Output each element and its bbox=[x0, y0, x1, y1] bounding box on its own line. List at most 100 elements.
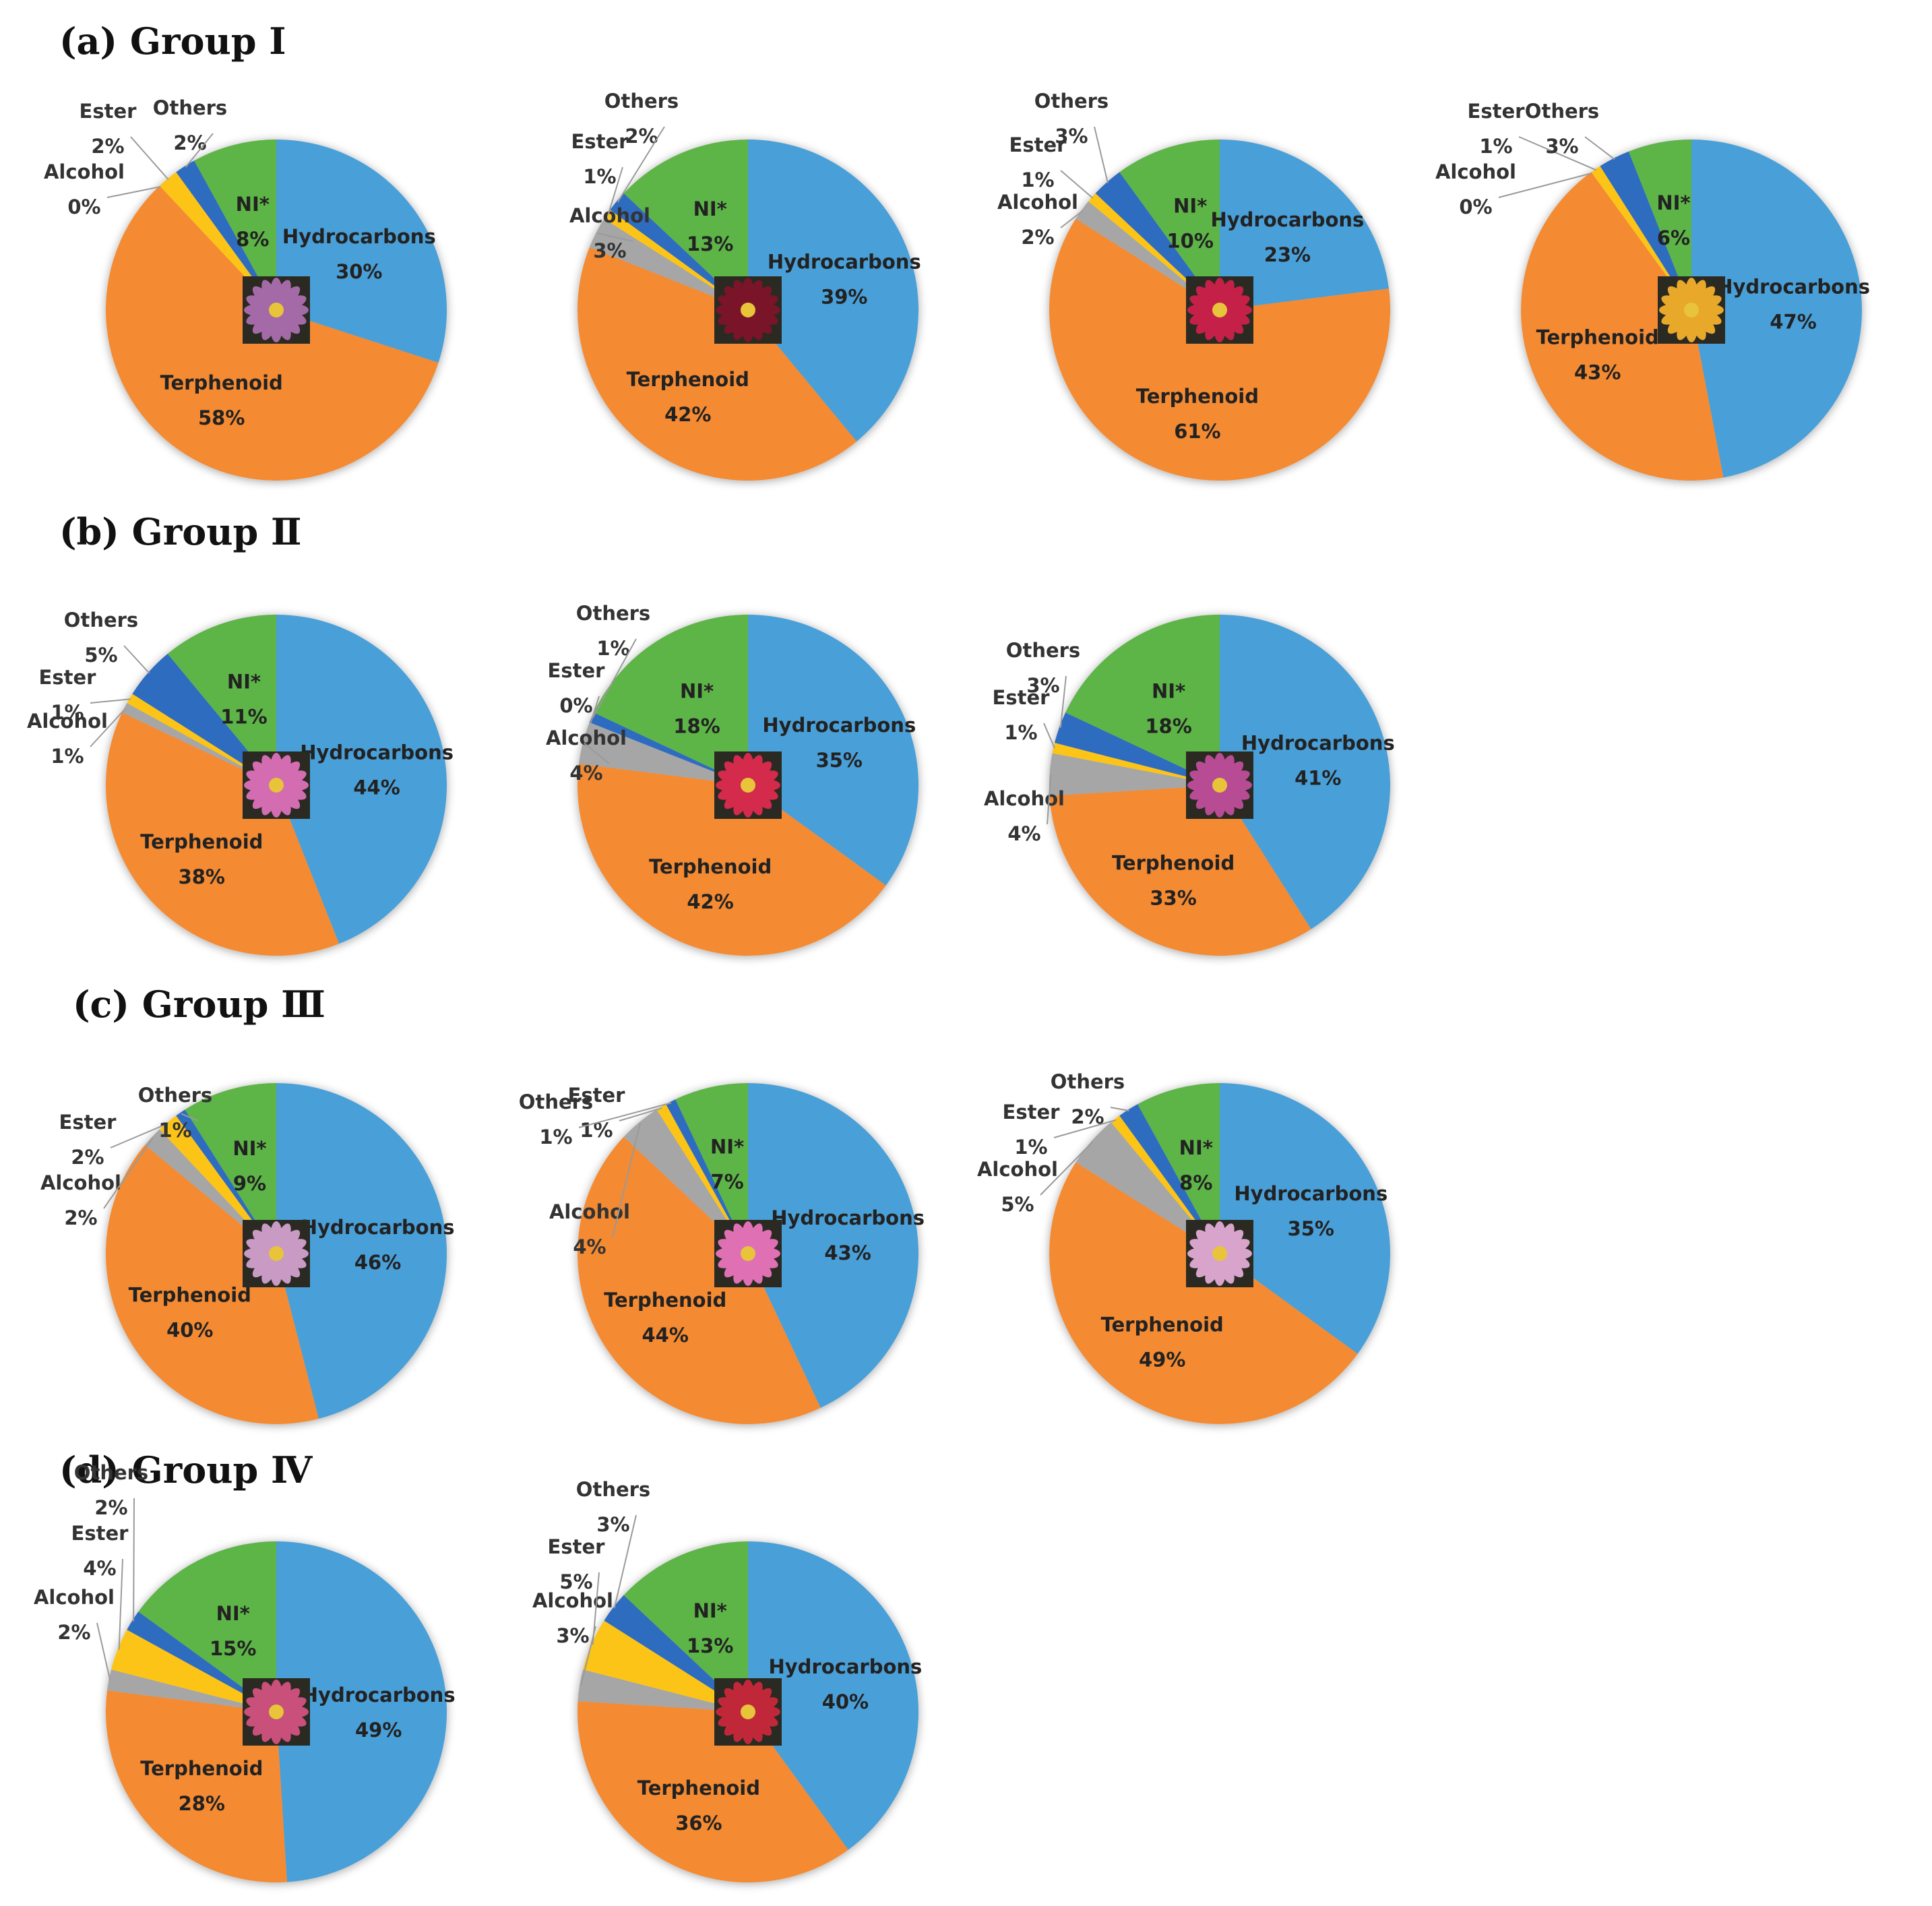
pie-5-slice-alcohol bbox=[122, 703, 276, 785]
pie-7-label-terphenoid: Terphenoid bbox=[1112, 851, 1235, 874]
pie-8-slice-ni bbox=[185, 1083, 276, 1254]
pie-7-value-hydrocarbons: 41% bbox=[1295, 767, 1341, 790]
pie-10-leader-ester bbox=[1053, 1119, 1117, 1138]
pie-9-slice-hydrocarbons bbox=[748, 1083, 918, 1408]
pie-6-label-terphenoid: Terphenoid bbox=[649, 855, 772, 878]
pie-7-label-ester: Ester bbox=[993, 686, 1051, 709]
pie-3-value-hydrocarbons: 23% bbox=[1264, 243, 1311, 266]
pie-2-slice-alcohol bbox=[589, 218, 748, 310]
pie-1-slice-ester bbox=[159, 172, 276, 310]
pie-4-value-ester: 1% bbox=[1479, 135, 1512, 158]
pie-8-value-terphenoid: 40% bbox=[166, 1318, 213, 1341]
pie-9-value-others: 1% bbox=[539, 1126, 572, 1148]
flower-photo-pink bbox=[243, 751, 310, 819]
pie-2-slice-hydrocarbons bbox=[748, 140, 919, 441]
group-title-4: (d) Group Ⅳ bbox=[59, 1448, 313, 1492]
pie-6-value-hydrocarbons: 35% bbox=[816, 749, 863, 772]
pie-chart-5: Hydrocarbons44%Terphenoid38%Alcohol1%Est… bbox=[27, 609, 454, 956]
pie-1-slice-hydrocarbons bbox=[276, 140, 447, 363]
pie-10-value-alcohol: 5% bbox=[1001, 1193, 1034, 1216]
pie-10-value-ester: 1% bbox=[1014, 1136, 1047, 1159]
pie-7-value-others: 3% bbox=[1026, 674, 1059, 697]
pie-2-label-hydrocarbons: Hydrocarbons bbox=[768, 251, 921, 274]
pie-11-value-hydrocarbons: 49% bbox=[355, 1719, 402, 1742]
pie-2-label-ni: NI* bbox=[693, 197, 727, 220]
pie-5-label-hydrocarbons: Hydrocarbons bbox=[300, 741, 454, 764]
pie-5-slice-ester bbox=[127, 694, 276, 785]
pie-5-label-alcohol: Alcohol bbox=[27, 710, 108, 733]
pie-7-label-ni: NI* bbox=[1152, 679, 1185, 702]
pie-9-value-alcohol: 4% bbox=[573, 1235, 606, 1258]
pie-8-label-ni: NI* bbox=[232, 1137, 266, 1160]
pie-11-slice-ni bbox=[138, 1541, 276, 1712]
pie-8-leader-others bbox=[181, 1113, 199, 1121]
pie-11-slice-alcohol bbox=[106, 1669, 276, 1712]
pie-10-slice-ni bbox=[1138, 1083, 1220, 1254]
pie-7-value-terphenoid: 33% bbox=[1150, 886, 1196, 909]
pie-10-value-ni: 8% bbox=[1179, 1171, 1212, 1194]
pie-1-leader-others bbox=[185, 133, 214, 168]
pie-12-slice-ni bbox=[623, 1541, 748, 1712]
pie-10-label-others: Others bbox=[1051, 1070, 1125, 1093]
pie-10-label-alcohol: Alcohol bbox=[977, 1158, 1058, 1181]
pie-12-slices bbox=[578, 1541, 918, 1882]
pie-5-slices bbox=[106, 615, 447, 956]
pie-chart-11: Hydrocarbons 49% Terphenoid 28% Alcohol 2% Est… bbox=[34, 1461, 456, 1882]
pie-1-label-ni: NI* bbox=[236, 193, 270, 216]
pie-12-value-hydrocarbons: 40% bbox=[822, 1690, 869, 1713]
flower-photo-red-yellow bbox=[714, 1678, 782, 1746]
pie-10-slice-alcohol bbox=[1076, 1122, 1220, 1254]
pie-8-value-alcohol: 2% bbox=[64, 1206, 97, 1229]
pie-3-slice-ni bbox=[1119, 140, 1220, 310]
pie-7-slice-ester bbox=[1052, 743, 1220, 785]
pie-6-label-ester: Ester bbox=[548, 659, 606, 682]
pie-4-leader-alcohol bbox=[1498, 172, 1592, 198]
pie-4-slice-ni bbox=[1628, 140, 1691, 310]
pie-5-leader-ester bbox=[90, 698, 131, 704]
flower-photo-rose-pink bbox=[714, 1220, 782, 1287]
pie-7-leader-others bbox=[1059, 675, 1067, 729]
pie-12-slice-ester bbox=[582, 1620, 748, 1712]
pie-9-slice-others bbox=[666, 1099, 748, 1254]
pie-12-value-ester: 5% bbox=[559, 1570, 592, 1593]
pie-9-slices bbox=[578, 1083, 918, 1424]
pie-1-value-hydrocarbons: 30% bbox=[336, 260, 382, 283]
pie-3-leader-ester bbox=[1060, 170, 1094, 199]
pie-8-value-ni: 9% bbox=[233, 1172, 266, 1195]
pie-2-slice-others bbox=[610, 193, 748, 310]
pie-8-label-ester: Ester bbox=[59, 1111, 117, 1134]
pie-chart-7: Hydrocarbons 41% Terphenoid 33% Alcohol 4% Est… bbox=[984, 615, 1395, 956]
pie-5-label-ni: NI* bbox=[227, 671, 261, 694]
pie-10-leader-alcohol bbox=[1040, 1141, 1094, 1196]
pie-12-value-alcohol: 3% bbox=[556, 1624, 589, 1647]
pie-chart-6: Hydrocarbons 35% Terphenoid 42% Alcohol 4% Est… bbox=[546, 602, 918, 956]
pie-2-label-ester: Ester bbox=[571, 130, 629, 153]
pie-3-slice-others bbox=[1095, 172, 1220, 310]
pie-8-value-ester: 2% bbox=[71, 1146, 104, 1169]
pie-12-label-ni: NI* bbox=[693, 1599, 727, 1622]
pie-11-leader-others bbox=[133, 1498, 135, 1622]
pie-11-value-alcohol: 2% bbox=[57, 1621, 90, 1644]
pie-8-slice-hydrocarbons bbox=[276, 1083, 447, 1419]
pie-6-leader-others bbox=[592, 638, 637, 718]
pie-6-slice-terphenoid bbox=[577, 764, 886, 956]
pie-9-value-ni: 7% bbox=[710, 1171, 743, 1194]
pie-3-label-ni: NI* bbox=[1173, 194, 1207, 217]
pie-1-slice-ni bbox=[194, 140, 276, 310]
pie-12-slice-others bbox=[604, 1595, 748, 1712]
pie-3-leader-others bbox=[1094, 126, 1109, 183]
pie-1-value-ni: 8% bbox=[236, 228, 269, 251]
group-title-1: (a) Group Ⅰ bbox=[59, 20, 286, 63]
pie-8-label-alcohol: Alcohol bbox=[40, 1171, 121, 1194]
pie-5-value-alcohol: 1% bbox=[51, 745, 84, 768]
pie-11-value-terphenoid: 28% bbox=[179, 1792, 225, 1815]
pie-9-label-alcohol: Alcohol bbox=[549, 1200, 630, 1223]
pie-3-slices bbox=[1049, 140, 1391, 481]
pie-4-slice-terphenoid bbox=[1520, 172, 1724, 481]
pie-3-label-ester: Ester bbox=[1009, 133, 1067, 156]
pie-9-value-terphenoid: 44% bbox=[642, 1324, 688, 1347]
pie-4-leader-others bbox=[1584, 136, 1615, 160]
pie-10-leader-others bbox=[1110, 1107, 1129, 1112]
pie-10-label-terphenoid: Terphenoid bbox=[1101, 1314, 1224, 1336]
pie-7-leader-alcohol bbox=[1047, 774, 1052, 825]
